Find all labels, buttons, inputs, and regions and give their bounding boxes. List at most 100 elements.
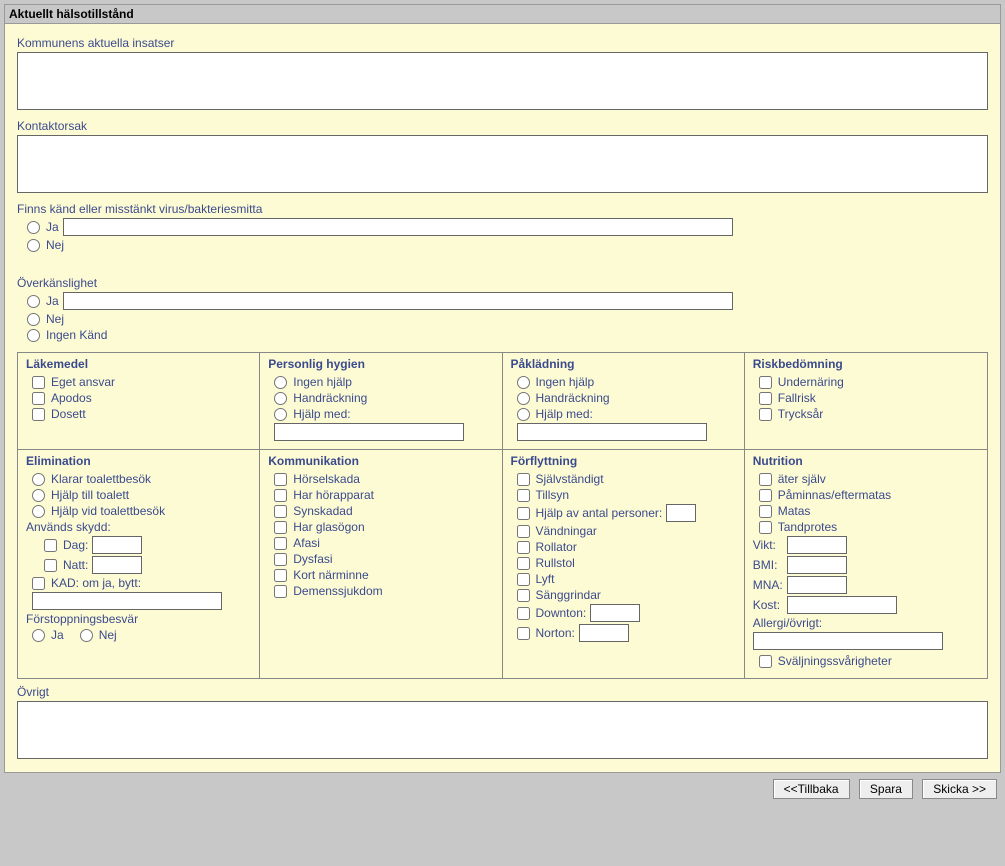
- nutr-vikt-label: Vikt:: [753, 538, 783, 552]
- ovrigt-textarea[interactable]: [17, 701, 988, 759]
- elim-forst-nej-label: Nej: [99, 628, 117, 642]
- kommunens-insatser-label: Kommunens aktuella insatser: [17, 36, 988, 50]
- virus-ja-radio[interactable]: [27, 221, 40, 234]
- komm-dysfasi-label: Dysfasi: [293, 552, 332, 566]
- nutr-tandprotes-label: Tandprotes: [778, 520, 837, 534]
- skicka-button[interactable]: Skicka >>: [922, 779, 997, 799]
- kontaktorsak-label: Kontaktorsak: [17, 119, 988, 133]
- forfl-sanggrindar-checkbox[interactable]: [517, 589, 530, 602]
- elim-dag-checkbox[interactable]: [44, 539, 57, 552]
- nutr-mna-input[interactable]: [787, 576, 847, 594]
- elim-hjalptill-radio[interactable]: [32, 489, 45, 502]
- elim-dag-label: Dag:: [63, 538, 88, 552]
- tillbaka-button[interactable]: <<Tillbaka: [773, 779, 850, 799]
- virus-nej-radio[interactable]: [27, 239, 40, 252]
- forfl-sjalv-label: Självständigt: [536, 472, 604, 486]
- hygien-ingen-radio[interactable]: [274, 376, 287, 389]
- komm-glasogon-checkbox[interactable]: [274, 521, 287, 534]
- nutr-paminnas-checkbox[interactable]: [759, 489, 772, 502]
- nutr-mna-label: MNA:: [753, 578, 783, 592]
- komm-horapparat-checkbox[interactable]: [274, 489, 287, 502]
- komm-synskadad-checkbox[interactable]: [274, 505, 287, 518]
- kontaktorsak-textarea[interactable]: [17, 135, 988, 193]
- forfl-sjalv-checkbox[interactable]: [517, 473, 530, 486]
- forfl-downton-checkbox[interactable]: [517, 607, 530, 620]
- lakemedel-apodos-checkbox[interactable]: [32, 392, 45, 405]
- forfl-norton-input[interactable]: [579, 624, 629, 642]
- lakemedel-apodos-label: Apodos: [51, 391, 92, 405]
- group-grid: Läkemedel Eget ansvar Apodos Dosett Pers…: [17, 352, 988, 679]
- nutr-vikt-input[interactable]: [787, 536, 847, 554]
- nutr-matas-label: Matas: [778, 504, 811, 518]
- overkans-ingen-radio[interactable]: [27, 329, 40, 342]
- nutrition-title: Nutrition: [753, 454, 979, 468]
- elim-kad-checkbox[interactable]: [32, 577, 45, 590]
- spara-button[interactable]: Spara: [859, 779, 913, 799]
- elim-natt-input[interactable]: [92, 556, 142, 574]
- nutr-tandprotes-checkbox[interactable]: [759, 521, 772, 534]
- pakladning-ingen-radio[interactable]: [517, 376, 530, 389]
- overkans-ja-input[interactable]: [63, 292, 733, 310]
- nutr-bmi-label: BMI:: [753, 558, 783, 572]
- forfl-hjalpavpersoner-input[interactable]: [666, 504, 696, 522]
- forfl-rullstol-label: Rullstol: [536, 556, 575, 570]
- risk-fallrisk-checkbox[interactable]: [759, 392, 772, 405]
- elim-hjalpvid-radio[interactable]: [32, 505, 45, 518]
- komm-demens-checkbox[interactable]: [274, 585, 287, 598]
- nutr-bmi-input[interactable]: [787, 556, 847, 574]
- elim-forst-nej-radio[interactable]: [80, 629, 93, 642]
- forfl-tillsyn-checkbox[interactable]: [517, 489, 530, 502]
- forfl-rollator-checkbox[interactable]: [517, 541, 530, 554]
- pakladning-hjalpmed-input[interactable]: [517, 423, 707, 441]
- komm-dysfasi-checkbox[interactable]: [274, 553, 287, 566]
- komm-afasi-checkbox[interactable]: [274, 537, 287, 550]
- lakemedel-dosett-checkbox[interactable]: [32, 408, 45, 421]
- lakemedel-eget-checkbox[interactable]: [32, 376, 45, 389]
- nutr-matas-checkbox[interactable]: [759, 505, 772, 518]
- forfl-rullstol-checkbox[interactable]: [517, 557, 530, 570]
- hygien-handrackning-radio[interactable]: [274, 392, 287, 405]
- komm-horselskada-label: Hörselskada: [293, 472, 360, 486]
- forfl-lyft-checkbox[interactable]: [517, 573, 530, 586]
- komm-horselskada-checkbox[interactable]: [274, 473, 287, 486]
- overkans-nej-radio[interactable]: [27, 313, 40, 326]
- risk-group: Riskbedömning Undernäring Fallrisk Tryck…: [745, 353, 987, 450]
- hygien-hjalpmed-input[interactable]: [274, 423, 464, 441]
- health-status-panel: Aktuellt hälsotillstånd Kommunens aktuel…: [4, 4, 1001, 773]
- forfl-rollator-label: Rollator: [536, 540, 577, 554]
- nutr-allergi-input[interactable]: [753, 632, 943, 650]
- virus-nej-label: Nej: [46, 238, 64, 252]
- lakemedel-eget-label: Eget ansvar: [51, 375, 115, 389]
- pakladning-hjalpmed-radio[interactable]: [517, 408, 530, 421]
- risk-undernaring-checkbox[interactable]: [759, 376, 772, 389]
- nutr-atersjalv-checkbox[interactable]: [759, 473, 772, 486]
- forfl-hjalpavpersoner-checkbox[interactable]: [517, 507, 530, 520]
- nutr-allergi-label: Allergi/övrigt:: [753, 616, 979, 630]
- forfl-vandningar-checkbox[interactable]: [517, 525, 530, 538]
- risk-title: Riskbedömning: [753, 357, 979, 371]
- risk-trycksar-checkbox[interactable]: [759, 408, 772, 421]
- elim-klarar-radio[interactable]: [32, 473, 45, 486]
- komm-kortnarminne-checkbox[interactable]: [274, 569, 287, 582]
- hygien-title: Personlig hygien: [268, 357, 493, 371]
- pakladning-handrackning-radio[interactable]: [517, 392, 530, 405]
- nutr-svaljning-checkbox[interactable]: [759, 655, 772, 668]
- forfl-lyft-label: Lyft: [536, 572, 555, 586]
- elim-natt-checkbox[interactable]: [44, 559, 57, 572]
- kommunens-insatser-textarea[interactable]: [17, 52, 988, 110]
- hygien-hjalpmed-radio[interactable]: [274, 408, 287, 421]
- komm-glasogon-label: Har glasögon: [293, 520, 364, 534]
- hygien-ingen-label: Ingen hjälp: [293, 375, 352, 389]
- nutr-kost-input[interactable]: [787, 596, 897, 614]
- komm-horapparat-label: Har hörapparat: [293, 488, 374, 502]
- overkans-ja-radio[interactable]: [27, 295, 40, 308]
- overkans-ja-label: Ja: [46, 294, 59, 308]
- elim-kad-input[interactable]: [32, 592, 222, 610]
- forfl-norton-checkbox[interactable]: [517, 627, 530, 640]
- elim-dag-input[interactable]: [92, 536, 142, 554]
- elimination-title: Elimination: [26, 454, 251, 468]
- forfl-tillsyn-label: Tillsyn: [536, 488, 570, 502]
- virus-ja-input[interactable]: [63, 218, 733, 236]
- elim-forst-ja-radio[interactable]: [32, 629, 45, 642]
- forfl-downton-input[interactable]: [590, 604, 640, 622]
